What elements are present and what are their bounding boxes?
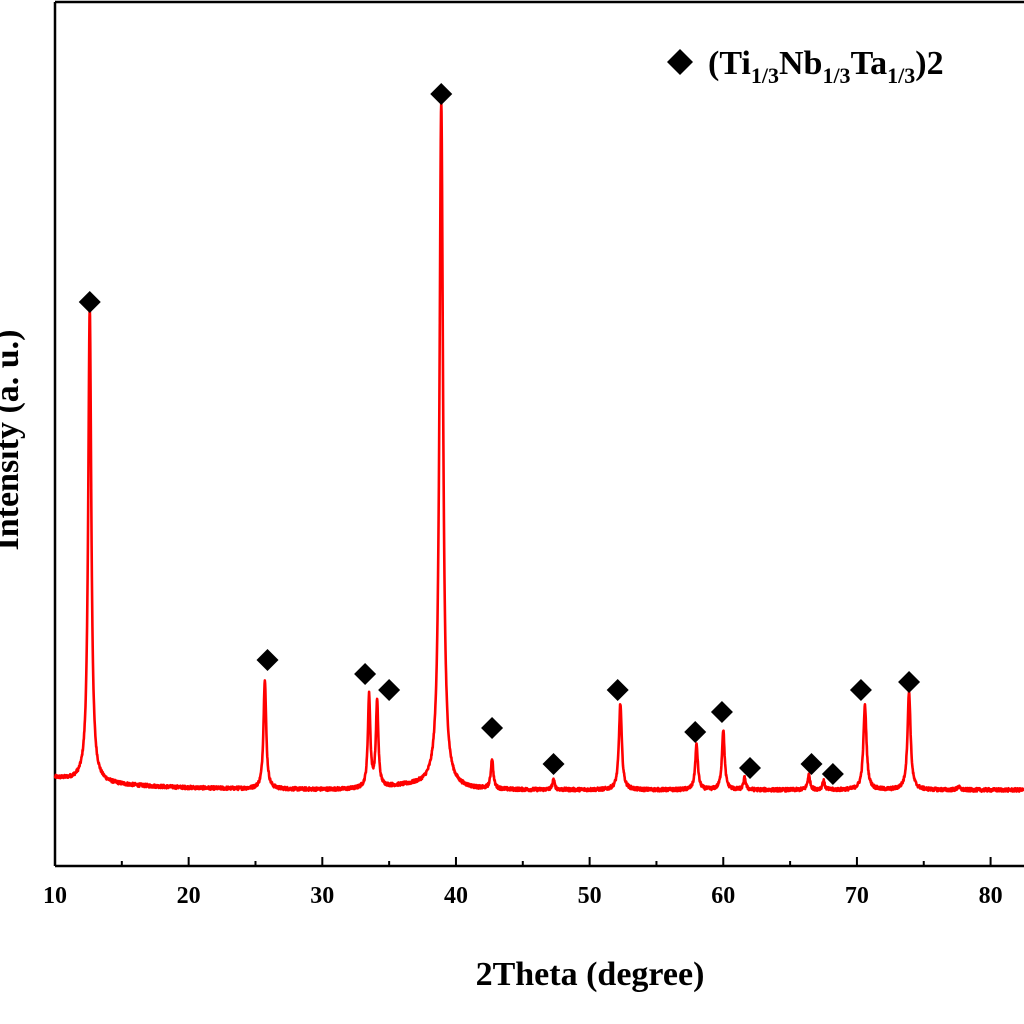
peak-marker-diamond	[849, 679, 872, 701]
legend: (Ti1/3Nb1/3Ta1/3)2	[667, 45, 944, 88]
x-tick-label: 60	[711, 883, 735, 909]
legend-text-part: Nb	[779, 45, 822, 82]
peak-marker-diamond	[606, 679, 629, 701]
legend-diamond-icon	[667, 49, 693, 75]
peak-marker-diamond	[739, 757, 762, 779]
axes-layer: 10 20 30 40 50 60 70 80	[43, 0, 1024, 909]
peak-markers	[78, 83, 921, 785]
x-tick-label: 30	[310, 883, 334, 909]
legend-text-part: )2	[915, 45, 943, 82]
peak-marker-diamond	[684, 721, 707, 743]
peak-marker-diamond	[78, 291, 101, 313]
peak-marker-diamond	[821, 763, 844, 785]
peak-marker-diamond	[354, 663, 377, 685]
x-tick-label: 20	[177, 883, 201, 909]
peak-marker-diamond	[256, 649, 279, 671]
legend-subscript: 1/3	[887, 63, 915, 88]
x-tick-label: 40	[444, 883, 468, 909]
data-layer	[53, 101, 1024, 793]
xrd-pattern-line	[53, 101, 1024, 793]
peak-marker-diamond	[710, 701, 733, 723]
x-axis-title: 2Theta (degree)	[476, 956, 705, 993]
legend-text-part: (Ti	[708, 45, 751, 82]
x-tick-label: 80	[979, 883, 1003, 909]
peak-marker-diamond	[800, 753, 823, 775]
legend-subscript: 1/3	[751, 63, 779, 88]
x-tick-label: 50	[578, 883, 602, 909]
legend-label: (Ti1/3Nb1/3Ta1/3)2	[708, 45, 944, 88]
legend-subscript: 1/3	[822, 63, 850, 88]
peak-marker-diamond	[481, 717, 504, 739]
peak-marker-diamond	[430, 83, 453, 105]
peak-marker-diamond	[542, 753, 565, 775]
x-tick-label: 70	[845, 883, 869, 909]
y-axis-title: Intensity (a. u.)	[0, 329, 26, 550]
legend-text-part: Ta	[851, 45, 888, 82]
x-tick-label: 10	[43, 883, 67, 909]
peak-marker-diamond	[378, 679, 401, 701]
peak-marker-diamond	[898, 671, 921, 693]
